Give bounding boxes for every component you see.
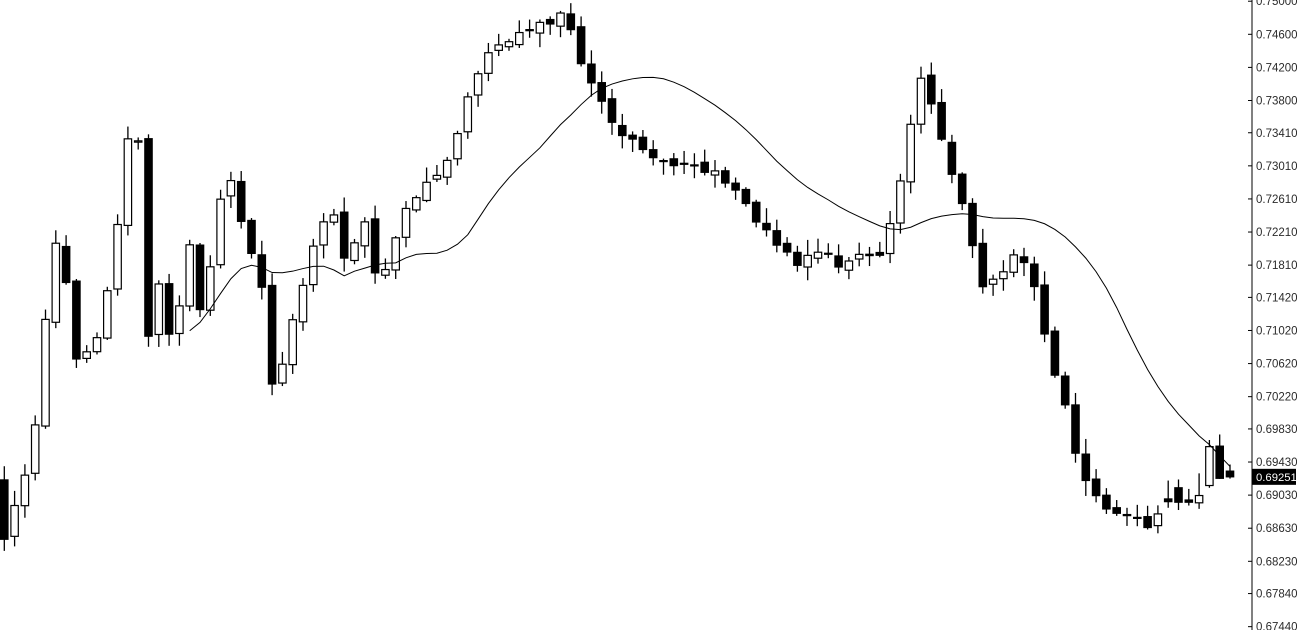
svg-text:0.74200: 0.74200 — [1256, 62, 1297, 74]
svg-text:0.75000: 0.75000 — [1256, 0, 1297, 8]
svg-text:0.73410: 0.73410 — [1256, 128, 1297, 140]
svg-text:0.72210: 0.72210 — [1256, 227, 1297, 239]
svg-text:0.72610: 0.72610 — [1256, 194, 1297, 206]
svg-text:0.74600: 0.74600 — [1256, 29, 1297, 41]
svg-text:0.68230: 0.68230 — [1256, 556, 1297, 568]
svg-text:0.69251: 0.69251 — [1256, 472, 1297, 484]
svg-text:0.67440: 0.67440 — [1256, 622, 1297, 630]
svg-text:0.69830: 0.69830 — [1256, 424, 1297, 436]
svg-text:0.71810: 0.71810 — [1256, 260, 1297, 272]
svg-text:0.69430: 0.69430 — [1256, 457, 1297, 469]
svg-text:0.70220: 0.70220 — [1256, 392, 1297, 404]
svg-text:0.68630: 0.68630 — [1256, 523, 1297, 535]
svg-text:0.71020: 0.71020 — [1256, 325, 1297, 337]
svg-text:0.70620: 0.70620 — [1256, 359, 1297, 371]
svg-text:0.69030: 0.69030 — [1256, 490, 1297, 502]
svg-text:0.73010: 0.73010 — [1256, 161, 1297, 173]
svg-text:0.71420: 0.71420 — [1256, 292, 1297, 304]
svg-text:0.73800: 0.73800 — [1256, 95, 1297, 107]
svg-text:0.67840: 0.67840 — [1256, 589, 1297, 601]
